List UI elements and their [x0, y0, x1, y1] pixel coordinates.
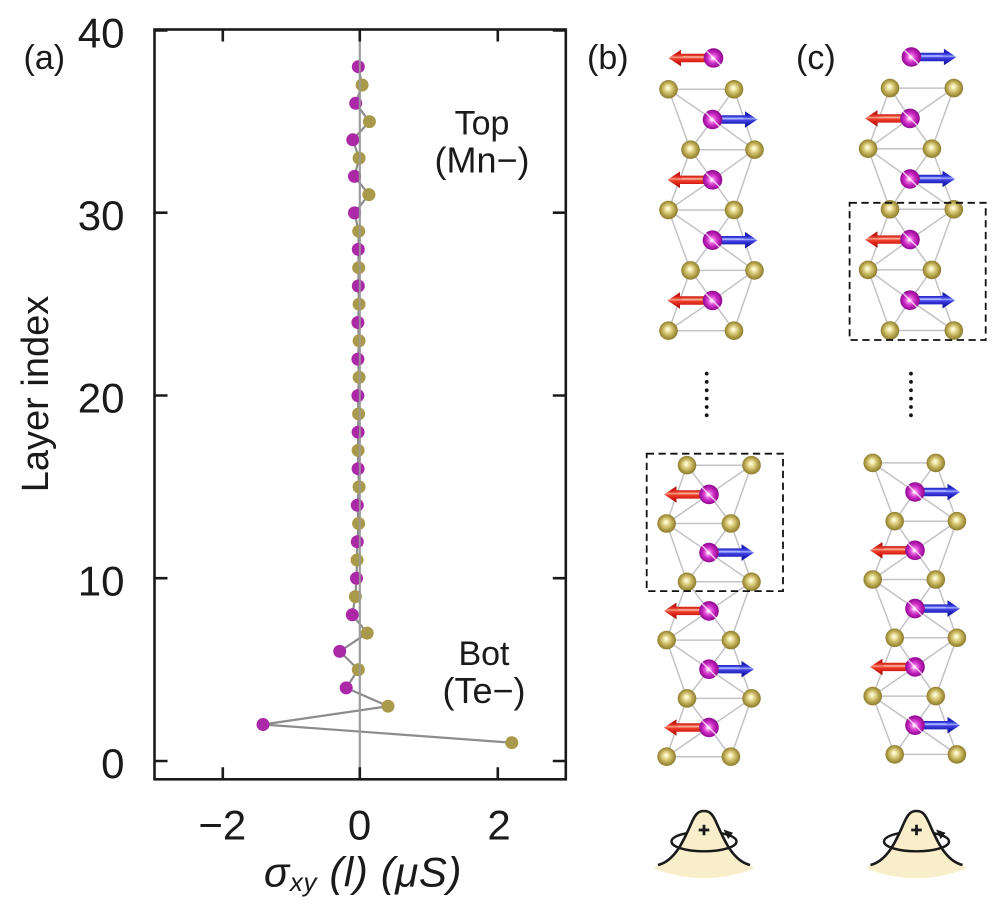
- svg-text:40: 40: [78, 10, 125, 57]
- svg-text:10: 10: [78, 557, 125, 604]
- svg-text:(c): (c): [796, 39, 836, 77]
- svg-text:2: 2: [487, 802, 510, 849]
- svg-text:−2: −2: [198, 802, 246, 849]
- svg-text:20: 20: [78, 375, 125, 422]
- svg-text:Bot: Bot: [458, 635, 510, 673]
- svg-text:0: 0: [101, 740, 124, 787]
- svg-text:(a): (a): [24, 39, 66, 77]
- svg-text:Layer index: Layer index: [15, 296, 57, 492]
- svg-text:Top: Top: [455, 104, 510, 142]
- svg-text:0: 0: [348, 802, 371, 849]
- svg-text:(Te−): (Te−): [442, 670, 525, 711]
- svg-text:(Mn−): (Mn−): [434, 140, 529, 181]
- svg-text:30: 30: [78, 192, 125, 239]
- svg-text:(b): (b): [587, 39, 629, 77]
